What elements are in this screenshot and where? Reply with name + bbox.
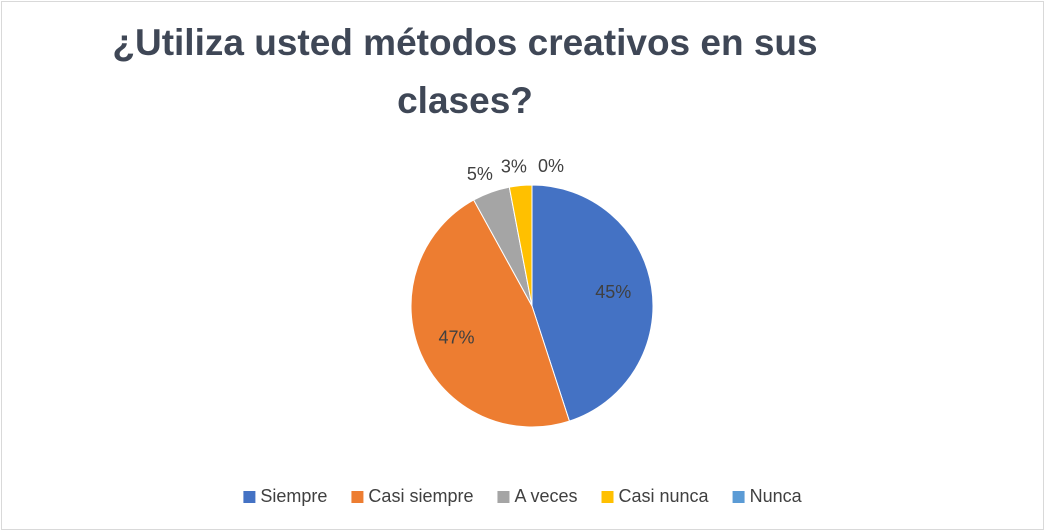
- pie-slice: [508, 184, 533, 307]
- data-label: 3%: [501, 156, 527, 176]
- pie-slice: [531, 184, 654, 422]
- legend-label: Casi nunca: [619, 486, 710, 506]
- legend-label: Nunca: [750, 486, 803, 506]
- legend-label: A veces: [514, 486, 577, 506]
- legend-label: Siempre: [260, 486, 327, 506]
- legend-swatch: [601, 491, 614, 503]
- legend-swatch: [497, 491, 510, 503]
- data-label: 5%: [467, 164, 493, 184]
- data-label: 0%: [538, 156, 564, 176]
- legend-label: Casi siempre: [368, 486, 473, 506]
- data-label: 45%: [595, 282, 631, 302]
- pie-slice: [410, 199, 571, 428]
- legend: Siempre Casi siempre A veces Casi nunca Nunc…: [243, 486, 803, 506]
- legend-swatch: [243, 491, 256, 503]
- legend-swatch: [732, 491, 745, 503]
- chart-title: ¿Utiliza usted métodos creativos en sus …: [112, 22, 818, 121]
- legend-swatch: [351, 491, 364, 503]
- data-label: 47%: [438, 327, 474, 347]
